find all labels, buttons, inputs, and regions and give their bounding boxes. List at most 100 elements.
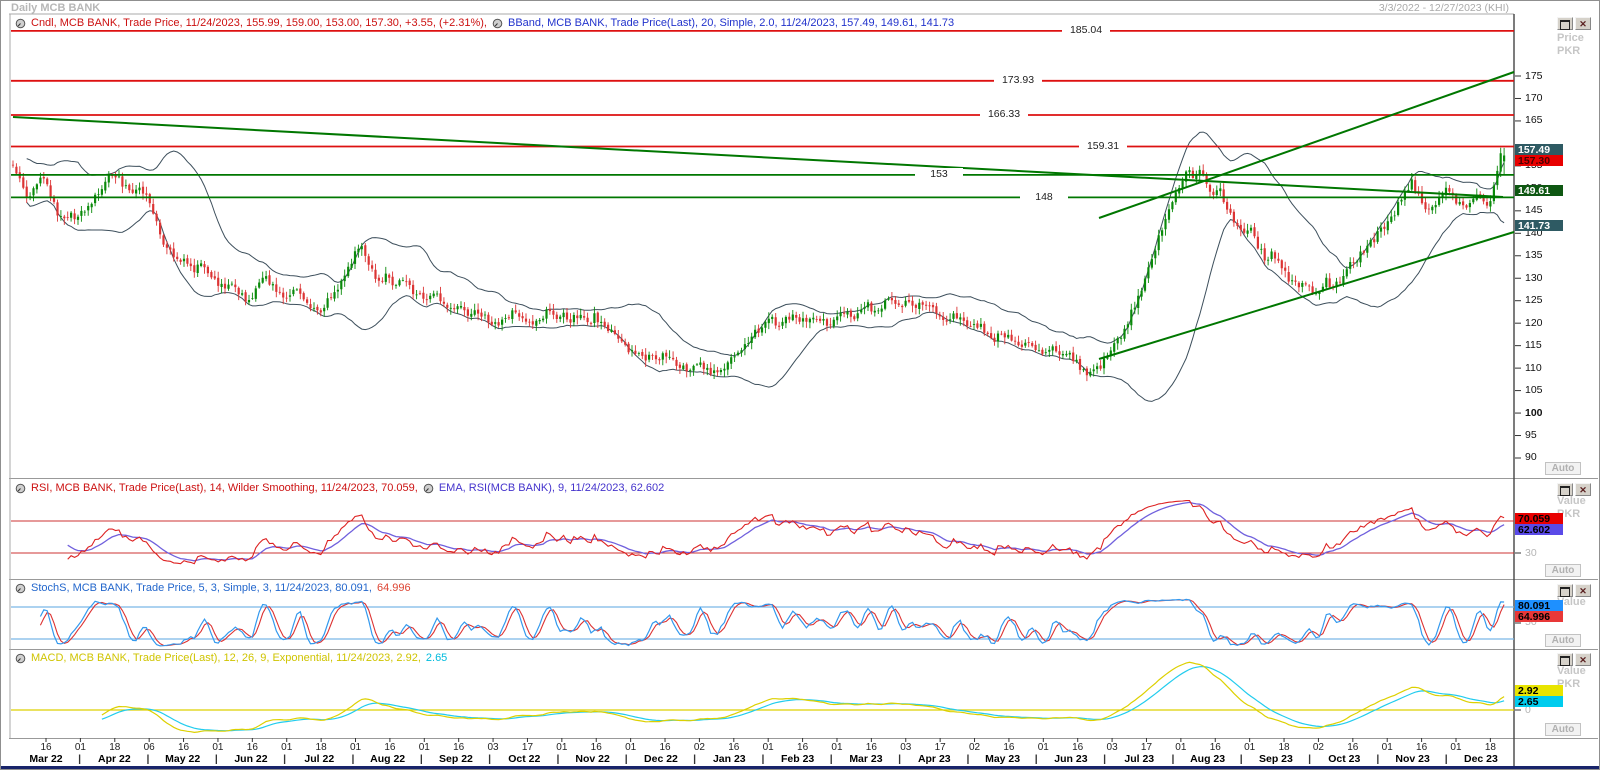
x-day-label-24: 16 xyxy=(865,742,877,753)
x-month-label-Jun-22: Jun 22 xyxy=(234,753,268,765)
x-month-label-Feb-23: Feb 23 xyxy=(780,753,815,765)
rsi-ema-curve xyxy=(67,501,1505,562)
x-day-label-25: 03 xyxy=(900,742,912,753)
main-auto-button[interactable]: Auto xyxy=(1545,462,1581,475)
macd-close-button[interactable]: ✕ xyxy=(1575,653,1591,666)
macd-tick-label-0: 0 xyxy=(1525,703,1531,716)
x-day-label-34: 16 xyxy=(1209,742,1221,753)
main-tick-label-115: 115 xyxy=(1525,339,1542,352)
rsi-value-label-70.059: 70.059 xyxy=(1515,512,1563,525)
stoch-restore-button[interactable] xyxy=(1557,584,1573,597)
x-month-label-Nov-23: Nov 23 xyxy=(1395,753,1430,765)
trendline-down-1[interactable] xyxy=(12,116,1504,198)
macd-signal-curve xyxy=(101,665,1505,732)
candle-legend-text[interactable]: Cndl, MCB BANK, Trade Price, 11/24/2023,… xyxy=(31,17,487,29)
rsi-ema-legend-text[interactable]: EMA, RSI(MCB BANK), 9, 11/24/2023, 62.60… xyxy=(438,482,665,494)
x-month-label-Jul-23: Jul 23 xyxy=(1124,753,1155,765)
restore-icon xyxy=(1560,656,1570,666)
x-month-separator-7: | xyxy=(556,753,560,765)
x-month-label-Jan-23: Jan 23 xyxy=(712,753,746,765)
macd-legend-icon[interactable] xyxy=(15,653,26,664)
stoch-legend-text[interactable]: StochS, MCB BANK, Trade Price, 5, 3, Sim… xyxy=(31,582,372,594)
stoch-k-curve xyxy=(39,598,1505,647)
rsi-close-button[interactable]: ✕ xyxy=(1575,483,1591,496)
rsi-restore-button[interactable] xyxy=(1557,483,1573,496)
stoch-auto-button[interactable]: Auto xyxy=(1545,634,1581,647)
x-month-label-Apr-22: Apr 22 xyxy=(97,753,131,765)
window-title: Daily MCB BANK xyxy=(11,2,101,14)
macd-value-label-2.92: 2.92 xyxy=(1515,684,1563,697)
bband-legend-text[interactable]: BBand, MCB BANK, Trade Price(Last), 20, … xyxy=(507,17,955,29)
candle-bodies-up xyxy=(29,153,1506,376)
restore-icon xyxy=(1560,486,1570,496)
stoch-legend[interactable]: StochS, MCB BANK, Trade Price, 5, 3, Sim… xyxy=(15,582,411,594)
resistance-line-166.33-label: 166.33 xyxy=(980,108,1028,121)
x-day-label-28: 16 xyxy=(1003,742,1015,753)
rsi-legend[interactable]: RSI, MCB BANK, Trade Price(Last), 14, Wi… xyxy=(15,482,664,494)
macd-auto-button[interactable]: Auto xyxy=(1545,723,1581,736)
rsi-curve xyxy=(67,499,1505,565)
rsi-legend-icon[interactable] xyxy=(15,483,26,494)
x-month-separator-13: | xyxy=(966,753,970,765)
main-tick-label-105: 105 xyxy=(1525,384,1543,397)
x-day-label-27: 02 xyxy=(968,742,981,753)
x-month-separator-15: | xyxy=(1103,753,1107,765)
macd-restore-button[interactable] xyxy=(1557,653,1573,666)
main-tick-label-135: 135 xyxy=(1525,249,1543,262)
stoch-close-button[interactable]: ✕ xyxy=(1575,584,1591,597)
main-tick-label-130: 130 xyxy=(1525,271,1543,284)
rsi-axis-header-pkr: PKR xyxy=(1557,508,1581,520)
x-day-label-1: 01 xyxy=(74,742,86,753)
x-day-label-32: 17 xyxy=(1140,742,1153,753)
trendline-up-3[interactable] xyxy=(1098,231,1515,360)
rsi-ema-legend-icon[interactable] xyxy=(423,483,434,494)
x-day-label-4: 16 xyxy=(177,742,190,753)
x-month-label-Oct-22: Oct 22 xyxy=(508,753,541,765)
x-day-label-15: 01 xyxy=(556,742,568,753)
main-tick-label-165: 165 xyxy=(1525,114,1543,127)
x-month-label-Oct-23: Oct 23 xyxy=(1328,753,1361,765)
bband-legend-icon[interactable] xyxy=(492,18,503,29)
resistance-line-185.04-label: 185.04 xyxy=(1062,24,1110,37)
x-day-label-37: 02 xyxy=(1312,742,1324,753)
x-day-label-22: 16 xyxy=(797,742,809,753)
main-axis-header-price: Price xyxy=(1557,32,1584,44)
macd-legend-value[interactable]: 2.65 xyxy=(425,652,448,664)
x-month-label-Sep-22: Sep 22 xyxy=(439,753,473,765)
stoch-legend-value[interactable]: 64.996 xyxy=(376,582,411,594)
x-month-label-Jul-22: Jul 22 xyxy=(304,753,335,765)
rsi-legend-text[interactable]: RSI, MCB BANK, Trade Price(Last), 14, Wi… xyxy=(31,482,418,494)
x-day-label-39: 01 xyxy=(1381,742,1393,753)
x-day-label-10: 16 xyxy=(384,742,396,753)
candle-legend-icon[interactable] xyxy=(15,18,26,29)
candle-wicks-up xyxy=(29,147,1505,379)
macd-legend-text[interactable]: MACD, MCB BANK, Trade Price(Last), 12, 2… xyxy=(31,652,421,664)
macd-axis-header-pkr: PKR xyxy=(1557,678,1581,690)
x-day-label-17: 01 xyxy=(625,742,637,753)
rsi-auto-button[interactable]: Auto xyxy=(1545,564,1581,577)
x-month-separator-9: | xyxy=(693,753,697,765)
main-tick-label-110: 110 xyxy=(1525,361,1542,374)
x-day-label-13: 03 xyxy=(487,742,499,753)
x-month-label-Dec-22: Dec 22 xyxy=(644,753,678,765)
x-month-separator-10: | xyxy=(761,753,765,765)
macd-legend[interactable]: MACD, MCB BANK, Trade Price(Last), 12, 2… xyxy=(15,652,447,664)
main-restore-button[interactable] xyxy=(1557,17,1573,30)
x-month-label-Dec-23: Dec 23 xyxy=(1463,753,1498,765)
x-month-separator-2: | xyxy=(214,753,218,765)
stoch-legend-icon[interactable] xyxy=(15,583,26,594)
main-legend[interactable]: Cndl, MCB BANK, Trade Price, 11/24/2023,… xyxy=(15,17,954,29)
trendline-up-2[interactable] xyxy=(1098,71,1515,219)
main-close-button[interactable]: ✕ xyxy=(1575,17,1591,30)
rsi-axis-header-value: Value xyxy=(1557,495,1586,507)
macd-axis-header-value: Value xyxy=(1557,665,1586,677)
x-month-separator-12: | xyxy=(898,753,902,765)
window-bottom-edge xyxy=(1,766,1599,769)
main-value-label-157.30: 157.30 xyxy=(1515,155,1563,167)
x-day-label-11: 01 xyxy=(418,742,430,753)
x-month-separator-11: | xyxy=(829,753,833,765)
x-month-separator-19: | xyxy=(1376,753,1380,765)
resistance-line-173.93-label: 173.93 xyxy=(994,74,1042,87)
candle-wicks-down xyxy=(12,160,1488,382)
